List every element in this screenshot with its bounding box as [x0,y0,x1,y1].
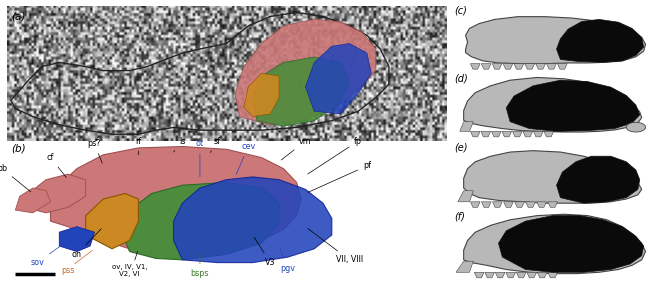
Polygon shape [174,177,332,263]
Text: sov: sov [30,242,66,267]
Text: ob: ob [0,164,31,192]
Polygon shape [121,182,279,260]
Polygon shape [306,43,371,114]
Polygon shape [470,64,480,69]
Text: fp: fp [308,136,362,174]
Polygon shape [481,131,491,137]
Text: on: on [72,229,101,259]
Polygon shape [525,202,535,207]
Text: vm: vm [281,136,312,160]
Polygon shape [544,131,554,137]
Polygon shape [495,272,505,278]
Polygon shape [556,156,640,203]
Text: (a): (a) [11,11,26,21]
Polygon shape [244,73,279,117]
Text: (f): (f) [454,212,465,221]
Ellipse shape [626,122,646,132]
Polygon shape [24,174,86,213]
Polygon shape [466,17,646,64]
Polygon shape [235,19,376,125]
Text: V3: V3 [254,237,276,267]
Polygon shape [464,78,642,132]
Polygon shape [59,227,94,252]
Polygon shape [482,64,491,69]
Polygon shape [253,57,350,126]
Text: pf: pf [308,161,371,192]
Polygon shape [536,64,545,69]
Polygon shape [516,272,526,278]
Polygon shape [504,202,513,207]
Polygon shape [533,131,543,137]
Polygon shape [491,131,501,137]
Text: VII, VIII: VII, VIII [308,228,363,264]
Polygon shape [537,272,547,278]
Polygon shape [474,272,484,278]
Polygon shape [470,131,480,137]
Polygon shape [470,202,480,207]
Polygon shape [527,272,537,278]
Polygon shape [503,64,513,69]
Polygon shape [515,202,524,207]
Text: ov, IV, V1,
V2, VI: ov, IV, V1, V2, VI [112,265,148,277]
Polygon shape [525,64,535,69]
Polygon shape [86,193,138,249]
Polygon shape [556,19,644,62]
Polygon shape [506,80,640,131]
Polygon shape [548,202,558,207]
Polygon shape [506,272,516,278]
Text: ls: ls [174,136,186,152]
Polygon shape [51,147,301,254]
Polygon shape [502,131,512,137]
Polygon shape [546,64,556,69]
Text: sf: sf [210,136,221,153]
Text: cf: cf [47,153,66,177]
Polygon shape [548,272,558,278]
Polygon shape [464,214,646,274]
Polygon shape [460,122,474,131]
Text: (c): (c) [454,6,467,16]
Polygon shape [558,64,567,69]
Polygon shape [458,191,474,202]
Polygon shape [499,216,644,272]
Polygon shape [512,131,522,137]
Polygon shape [15,188,51,213]
Text: bsps: bsps [191,254,209,278]
Text: (e): (e) [454,142,468,152]
Polygon shape [485,272,495,278]
Text: (b): (b) [11,144,26,154]
Polygon shape [456,261,474,272]
Polygon shape [523,131,533,137]
Text: (d): (d) [454,73,468,83]
Polygon shape [514,64,523,69]
Polygon shape [464,151,642,203]
Text: ot: ot [196,139,204,177]
Polygon shape [493,202,502,207]
Polygon shape [482,202,491,207]
Text: rf: rf [135,136,142,155]
Text: cev: cev [236,142,255,174]
Text: ps?: ps? [88,139,102,163]
Polygon shape [537,202,546,207]
Polygon shape [492,64,502,69]
Text: pss: pss [62,266,75,276]
Text: pgv: pgv [280,249,295,273]
